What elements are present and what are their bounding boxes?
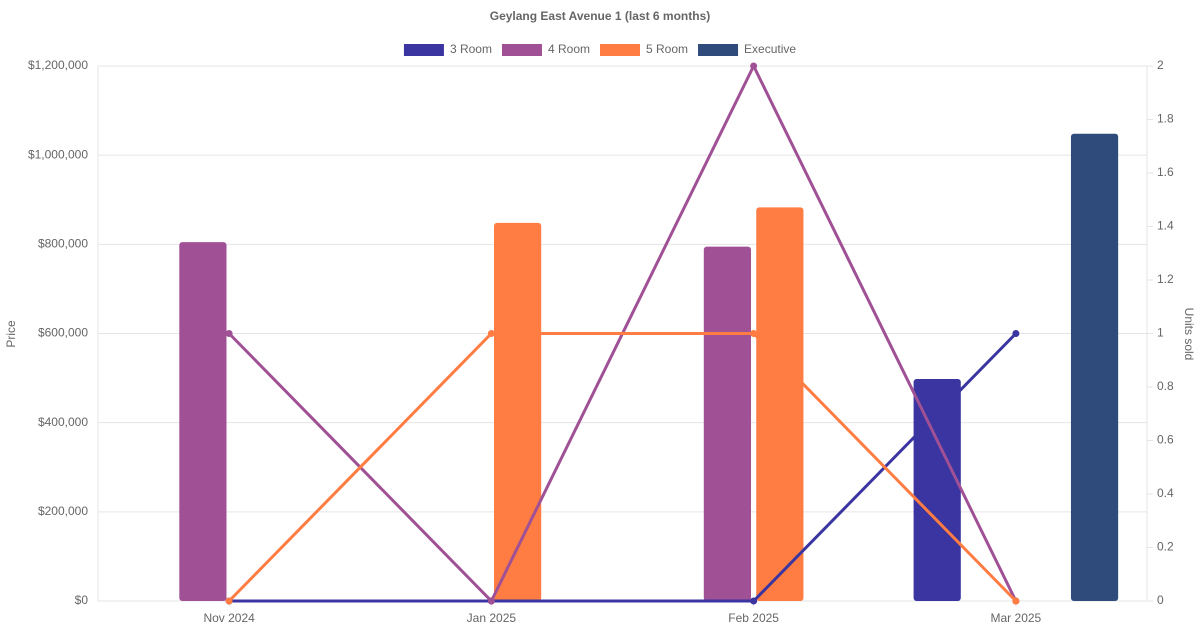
x-tick-label: Feb 2025 <box>728 611 779 625</box>
units-point <box>487 330 495 337</box>
y-tick-label: $1,000,000 <box>28 147 88 161</box>
y2-tick-label: 0.6 <box>1157 433 1174 447</box>
y-tick-label: $200,000 <box>38 504 88 518</box>
y2-tick-label: 0 <box>1157 593 1164 607</box>
bar <box>1070 133 1119 601</box>
units-point <box>1012 330 1020 337</box>
legend-swatch <box>501 44 542 56</box>
y2-tick-label: 0.8 <box>1157 379 1174 393</box>
y2-tick-label: 1.2 <box>1157 272 1174 286</box>
units-point <box>487 597 495 605</box>
y2-tick-label: 2 <box>1157 58 1164 72</box>
y-tick-label: $600,000 <box>38 326 88 340</box>
units-point <box>225 330 233 337</box>
legend-label: 4 Room <box>548 42 590 56</box>
units-point <box>750 597 758 605</box>
bar <box>703 246 752 601</box>
x-tick-label: Nov 2024 <box>203 611 255 625</box>
y2-tick-label: 1.6 <box>1157 165 1174 179</box>
units-point <box>1012 597 1020 605</box>
bar <box>179 242 227 601</box>
y2-tick-label: 0.2 <box>1157 540 1174 554</box>
legend-label: 3 Room <box>450 42 492 56</box>
units-line <box>228 332 1017 603</box>
y-axis-label: Price <box>4 320 18 348</box>
x-tick-label: Jan 2025 <box>467 611 517 625</box>
legend-swatch <box>600 44 640 56</box>
y-tick-label: $1,200,000 <box>28 58 88 72</box>
y2-tick-label: 1 <box>1157 326 1164 340</box>
y-tick-label: $400,000 <box>38 415 88 429</box>
units-point <box>225 597 233 605</box>
units-point <box>750 330 758 337</box>
legend-swatch <box>698 44 739 56</box>
legend-label: Executive <box>744 42 796 56</box>
chart-title: Geylang East Avenue 1 (last 6 months) <box>490 9 711 23</box>
legend-label: 5 Room <box>646 42 688 56</box>
legend-swatch <box>403 44 444 56</box>
y2-tick-label: 1.4 <box>1157 219 1174 233</box>
y-tick-label: $0 <box>75 593 89 607</box>
units-point <box>750 62 758 70</box>
x-tick-label: Mar 2025 <box>991 611 1042 625</box>
bar <box>493 222 542 601</box>
bar <box>756 207 804 601</box>
y-tick-label: $800,000 <box>38 237 88 251</box>
y2-tick-label: 0.4 <box>1157 486 1174 500</box>
units-line <box>229 332 1017 603</box>
bar <box>913 378 961 601</box>
y2-tick-label: 1.8 <box>1157 112 1174 126</box>
y2-axis-label: Units sold <box>1182 308 1196 361</box>
